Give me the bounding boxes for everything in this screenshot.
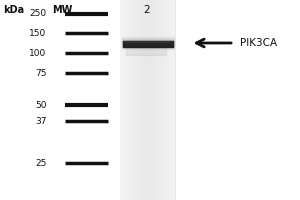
Text: 2: 2 [144,5,150,15]
Bar [149,0,151,200]
Bar [146,0,148,200]
Bar [158,0,159,200]
Bar [163,0,164,200]
Bar [120,0,176,200]
Bar [145,0,146,200]
Bar [171,0,173,200]
Bar [166,0,167,200]
Bar [126,0,127,200]
Text: 100: 100 [29,48,46,58]
Bar [140,0,141,200]
Bar [141,0,142,200]
Text: 50: 50 [35,100,46,110]
Bar [155,0,156,200]
Text: 150: 150 [29,28,46,38]
Bar [156,0,158,200]
Text: 75: 75 [35,68,46,77]
Bar [137,0,138,200]
Bar [148,0,149,200]
Bar [174,0,176,200]
Bar [120,0,122,200]
Text: PIK3CA: PIK3CA [240,38,277,48]
Bar [138,0,140,200]
Bar [130,0,131,200]
Bar [122,0,123,200]
Text: 37: 37 [35,116,46,126]
Bar [167,0,169,200]
Bar [133,0,134,200]
Bar [123,0,124,200]
Text: MW: MW [52,5,73,15]
Bar [128,0,130,200]
Bar [160,0,162,200]
Text: 250: 250 [29,9,46,19]
Bar [153,0,155,200]
Bar [164,0,166,200]
Bar [134,0,135,200]
Bar [144,0,145,200]
Bar [159,0,160,200]
Bar [169,0,170,200]
Bar [151,0,152,200]
Bar [173,0,174,200]
Text: kDa: kDa [3,5,24,15]
Bar [135,0,137,200]
Bar [127,0,128,200]
Bar [142,0,144,200]
Text: 25: 25 [35,158,46,167]
Bar [152,0,153,200]
Bar [131,0,133,200]
Bar [170,0,171,200]
Bar [162,0,163,200]
Bar [124,0,126,200]
